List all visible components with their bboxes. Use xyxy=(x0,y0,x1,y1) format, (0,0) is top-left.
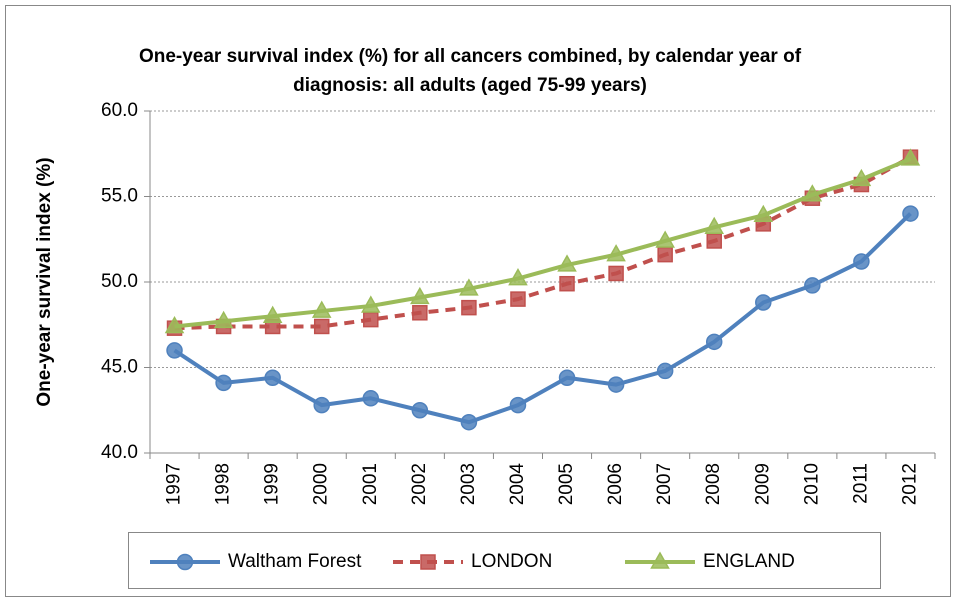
legend-marker xyxy=(420,554,436,570)
data-point xyxy=(606,244,626,262)
legend-marker xyxy=(176,553,194,571)
data-point xyxy=(411,402,429,419)
x-tick-label: 2009 xyxy=(752,463,773,505)
data-point xyxy=(362,390,380,407)
data-point xyxy=(264,369,281,387)
data-point xyxy=(704,216,725,235)
y-axis-label: One-year survival index (%) xyxy=(34,157,55,406)
x-tick-label: 1999 xyxy=(262,463,283,505)
data-point xyxy=(313,318,330,335)
chart-frame xyxy=(5,5,951,597)
data-point xyxy=(804,277,821,294)
data-point xyxy=(558,369,576,387)
data-point xyxy=(459,278,479,296)
data-point xyxy=(559,275,575,292)
series-line xyxy=(174,157,912,329)
data-point xyxy=(313,396,330,414)
data-point xyxy=(608,265,624,282)
data-point xyxy=(311,300,332,318)
data-point xyxy=(900,148,921,166)
y-tick-label: 40.0 xyxy=(101,442,138,463)
series-line xyxy=(174,155,912,331)
data-point xyxy=(360,295,381,313)
legend-label: ENGLAND xyxy=(703,551,795,572)
data-point xyxy=(705,333,723,351)
legend-label: LONDON xyxy=(471,551,552,572)
x-tick-label: 2011 xyxy=(850,463,871,504)
legend-box xyxy=(128,532,881,589)
data-point xyxy=(164,315,185,334)
x-tick-label: 2005 xyxy=(556,463,577,505)
x-tick-label: 2004 xyxy=(507,463,528,506)
data-point xyxy=(166,342,183,359)
data-point xyxy=(753,204,774,223)
data-point xyxy=(902,205,919,222)
x-tick-label: 2008 xyxy=(703,463,724,505)
x-tick-label: 2003 xyxy=(458,463,479,505)
data-point xyxy=(607,376,625,393)
data-point xyxy=(657,246,673,263)
x-tick-label: 2012 xyxy=(899,463,920,505)
y-tick-label: 45.0 xyxy=(101,357,138,378)
data-point xyxy=(706,233,722,249)
data-point xyxy=(853,253,870,270)
data-point xyxy=(851,168,872,187)
data-point xyxy=(656,362,674,380)
series-line xyxy=(173,212,912,425)
legend-label: Waltham Forest xyxy=(228,551,362,572)
data-point xyxy=(509,396,527,414)
y-tick-label: 50.0 xyxy=(101,271,138,292)
data-point xyxy=(510,291,526,307)
data-point xyxy=(215,374,232,392)
data-point xyxy=(460,413,478,431)
x-tick-label: 1997 xyxy=(164,463,185,505)
chart-title: One-year survival index (%) for all canc… xyxy=(138,46,802,96)
data-point xyxy=(213,310,234,329)
x-tick-label: 2000 xyxy=(311,463,332,505)
data-point xyxy=(755,294,772,311)
data-point xyxy=(262,305,283,323)
data-point xyxy=(412,305,428,321)
data-point xyxy=(802,184,823,202)
data-point xyxy=(461,299,477,316)
data-point xyxy=(410,286,430,305)
x-tick-label: 2007 xyxy=(654,463,675,505)
legend-marker xyxy=(650,551,670,569)
data-point xyxy=(363,311,379,328)
data-point xyxy=(655,230,675,248)
data-point xyxy=(557,254,577,272)
y-tick-label: 60.0 xyxy=(101,100,138,121)
x-tick-label: 2001 xyxy=(360,463,381,505)
x-tick-label: 2006 xyxy=(605,463,626,505)
data-point xyxy=(508,268,528,286)
x-tick-label: 2002 xyxy=(409,463,430,505)
y-tick-label: 55.0 xyxy=(101,186,138,207)
x-tick-label: 1998 xyxy=(213,463,234,505)
x-tick-label: 2010 xyxy=(801,463,822,505)
